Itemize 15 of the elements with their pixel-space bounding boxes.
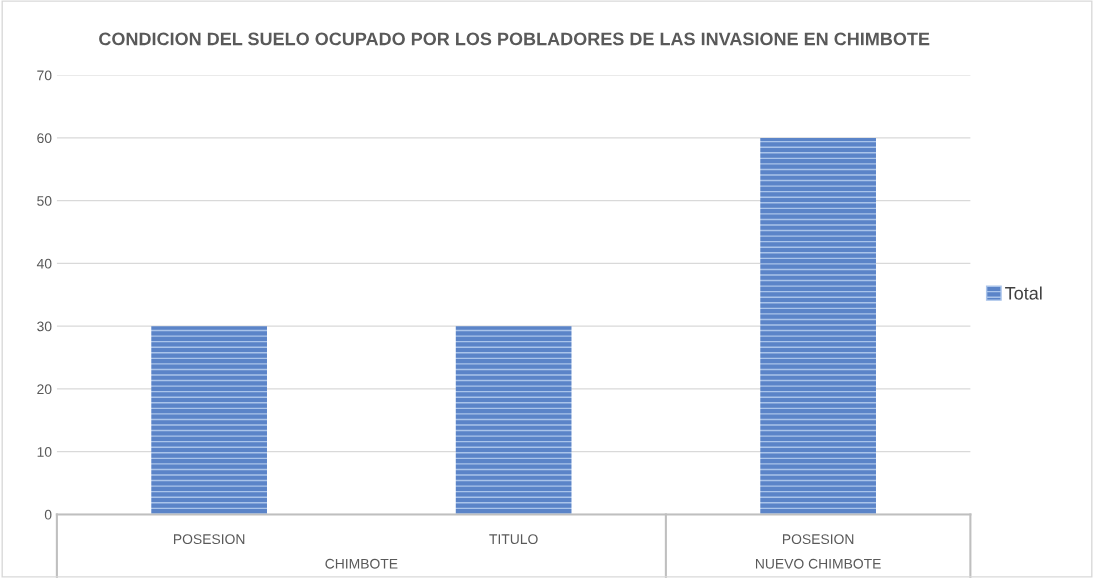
chart-title: CONDICION DEL SUELO OCUPADO POR LOS POBLADORES DE LAS INVASIONE EN CHIMBOTE bbox=[99, 32, 930, 46]
y-tick-label: 30 bbox=[37, 321, 52, 332]
x-tick-label: TITULO bbox=[489, 534, 538, 545]
text: NUEVO CHIMBOTE bbox=[755, 558, 881, 569]
x-tick-label: POSESION bbox=[174, 534, 245, 545]
legend-label: Total bbox=[1005, 286, 1042, 300]
y-tick-label: 40 bbox=[36, 258, 52, 269]
y-tick-label: 70 bbox=[37, 70, 52, 81]
y-tick-label: 0 bbox=[44, 509, 52, 520]
x-tick-label: POSESION bbox=[782, 534, 854, 545]
y-tick-label: 10 bbox=[37, 447, 52, 457]
y-tick-label: 50 bbox=[37, 195, 52, 206]
y-tick-label: 20 bbox=[37, 384, 52, 395]
text: CHIMBOTE bbox=[325, 558, 398, 569]
y-tick-label: 60 bbox=[37, 133, 52, 144]
